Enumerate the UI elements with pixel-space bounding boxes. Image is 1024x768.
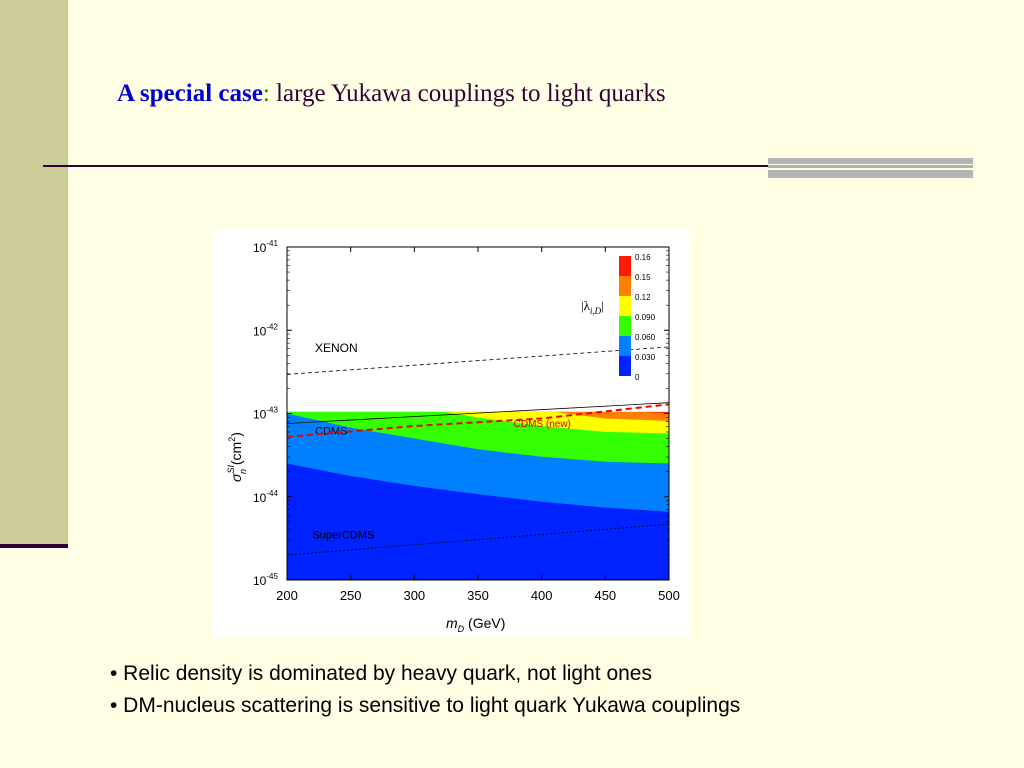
x-tick-label: 450 xyxy=(594,588,616,603)
y-tick-label: 10-44 xyxy=(253,489,278,505)
x-tick-label: 300 xyxy=(403,588,425,603)
left-accent-rule xyxy=(0,544,68,548)
region-blue xyxy=(287,463,669,580)
line-cdms xyxy=(286,402,670,424)
chart-ticks: 200 250 300 350 400 450 500 10-45 10-44 10-43 10-4… xyxy=(253,239,680,603)
colorbar-label: 0.16 xyxy=(635,253,651,262)
line-cdms-new- xyxy=(286,403,670,438)
x-tick-label: 350 xyxy=(467,588,489,603)
title-colon: : xyxy=(262,80,270,107)
colorbar-label: 0.030 xyxy=(635,353,656,362)
y-tick-label: 10-41 xyxy=(253,239,278,255)
x-axis-label: mD (GeV) xyxy=(446,615,505,634)
chart-lines: XENON CDMS CDMS (new) SuperCDMS xyxy=(286,341,670,556)
colorbar-label: 0.060 xyxy=(635,333,656,342)
y-tick-label: 10-43 xyxy=(253,406,278,422)
title-rule xyxy=(43,165,769,167)
line-label: CDMS xyxy=(315,425,347,437)
colorbar-swatch xyxy=(619,316,631,336)
colorbar-title: |λi,D| xyxy=(581,298,604,316)
chart-svg: XENON CDMS CDMS (new) SuperCDMS 200 250 300 35… xyxy=(226,239,680,634)
x-tick-label: 500 xyxy=(658,588,680,603)
colorbar-swatch xyxy=(619,256,631,276)
bullet-item: • Relic density is dominated by heavy qu… xyxy=(110,662,652,685)
x-tick-label: 250 xyxy=(340,588,362,603)
colorbar-swatch xyxy=(619,336,631,356)
line-label: XENON xyxy=(315,341,358,355)
bullet-item: • DM-nucleus scattering is sensitive to … xyxy=(110,694,741,717)
colorbar-label: 0.15 xyxy=(635,273,651,282)
left-accent-bar xyxy=(0,0,68,548)
colorbar-swatch xyxy=(619,296,631,316)
x-tick-label: 200 xyxy=(276,588,298,603)
colorbar-label: 0.12 xyxy=(635,293,651,302)
x-tick-label: 400 xyxy=(531,588,553,603)
slide-title: A special case: large Yukawa couplings t… xyxy=(117,80,666,108)
line-xenon xyxy=(286,346,670,375)
colorbar-swatch xyxy=(619,356,631,376)
chart-figure: XENON CDMS CDMS (new) SuperCDMS 200 250 300 35… xyxy=(213,230,690,638)
colorbar-label: 0 xyxy=(635,373,640,382)
line-label: SuperCDMS xyxy=(312,529,374,541)
bullet-list: • Relic density is dominated by heavy qu… xyxy=(110,658,740,722)
colorbar: 0.16 0.15 0.12 0.090 0.060 0.030 0 xyxy=(619,253,656,382)
y-tick-label: 10-42 xyxy=(253,322,278,338)
y-axis-label: σSI n (cm2) xyxy=(226,432,248,482)
right-accent-bars xyxy=(768,158,973,178)
line-label: CDMS (new) xyxy=(514,419,571,430)
colorbar-label: 0.090 xyxy=(635,313,656,322)
title-highlight: A special case xyxy=(117,80,263,107)
colorbar-swatch xyxy=(619,276,631,296)
y-tick-label: 10-45 xyxy=(253,572,278,588)
title-rest: large Yukawa couplings to light quarks xyxy=(269,80,666,107)
chart-regions xyxy=(287,411,669,580)
